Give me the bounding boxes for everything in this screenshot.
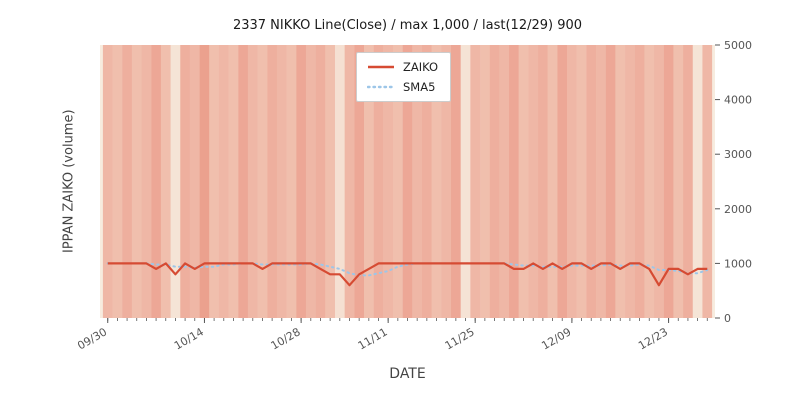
x-tick-label: 10/28 xyxy=(269,325,303,352)
day-stripe xyxy=(451,45,461,318)
day-stripe xyxy=(267,45,277,318)
x-tick-label: 11/11 xyxy=(356,325,390,352)
day-stripe xyxy=(509,45,519,318)
day-stripe xyxy=(228,45,239,318)
day-stripe xyxy=(276,45,287,318)
x-tick-label: 11/25 xyxy=(443,325,477,352)
day-stripe xyxy=(412,45,423,318)
day-stripe xyxy=(112,45,123,318)
zaiko-line-swatch xyxy=(368,65,394,69)
day-stripe xyxy=(654,45,664,318)
day-stripe xyxy=(151,45,161,318)
x-tick-label: 12/09 xyxy=(539,325,573,352)
day-stripe xyxy=(538,45,548,318)
day-stripe xyxy=(180,45,190,318)
x-tick-label: 10/14 xyxy=(172,325,206,352)
day-stripe xyxy=(615,45,626,318)
chart-title: 2337 NIKKO Line(Close) / max 1,000 / las… xyxy=(232,18,583,33)
y-tick-label: 1000 xyxy=(724,257,752,270)
day-stripe xyxy=(102,45,113,318)
day-stripe xyxy=(460,45,471,318)
day-stripe xyxy=(325,45,335,318)
sma5-line-swatch xyxy=(367,85,395,89)
x-axis-label: DATE xyxy=(389,366,426,382)
day-stripe xyxy=(209,45,219,318)
day-stripe xyxy=(247,45,258,318)
y-tick-label: 3000 xyxy=(724,148,752,161)
y-tick-label: 5000 xyxy=(724,39,752,52)
day-stripe xyxy=(663,45,674,318)
x-tick-label: 12/23 xyxy=(636,325,670,352)
day-stripe xyxy=(363,45,374,318)
zaiko-line xyxy=(107,262,708,287)
day-stripe xyxy=(422,45,432,318)
day-stripe xyxy=(605,45,616,318)
day-stripe xyxy=(141,45,152,318)
legend-item-sma5: SMA5 xyxy=(367,80,438,94)
x-tick-label: 09/30 xyxy=(75,325,109,352)
day-stripe xyxy=(238,45,248,318)
legend: ZAIKO SMA5 xyxy=(356,52,452,102)
day-stripe xyxy=(489,45,500,318)
y-axis-label: IPPAN ZAIKO (volume) xyxy=(61,109,77,254)
day-stripe xyxy=(567,45,577,318)
day-stripe xyxy=(518,45,529,318)
day-stripe xyxy=(131,45,142,318)
day-stripe xyxy=(431,45,442,318)
day-stripe xyxy=(392,45,403,318)
day-stripe xyxy=(702,45,713,318)
day-stripe xyxy=(683,45,693,318)
day-stripe xyxy=(257,45,268,318)
day-stripe xyxy=(441,45,452,318)
day-stripe xyxy=(402,45,413,318)
legend-item-zaiko: ZAIKO xyxy=(367,60,438,74)
day-stripe xyxy=(286,45,297,318)
day-stripe xyxy=(673,45,684,318)
day-stripe xyxy=(528,45,539,318)
day-stripe xyxy=(199,45,210,318)
day-stripe xyxy=(296,45,306,318)
day-stripe xyxy=(170,45,181,318)
day-stripe xyxy=(634,45,645,318)
day-stripe xyxy=(122,45,132,318)
day-stripe xyxy=(354,45,364,318)
day-stripe xyxy=(315,45,326,318)
day-stripe xyxy=(586,45,597,318)
y-tick-label: 0 xyxy=(724,312,731,325)
day-stripe xyxy=(383,45,393,318)
day-stripe xyxy=(547,45,558,318)
day-stripe xyxy=(344,45,355,318)
day-stripe xyxy=(499,45,510,318)
day-stripe xyxy=(596,45,606,318)
day-stripe xyxy=(480,45,490,318)
day-stripe xyxy=(692,45,703,318)
day-stripe xyxy=(644,45,655,318)
legend-label-zaiko: ZAIKO xyxy=(403,60,439,74)
day-stripe xyxy=(305,45,316,318)
day-stripe xyxy=(576,45,587,318)
day-stripe xyxy=(218,45,229,318)
legend-label-sma5: SMA5 xyxy=(403,80,436,94)
day-stripe xyxy=(373,45,384,318)
day-stripe xyxy=(470,45,481,318)
day-stripe xyxy=(625,45,635,318)
y-tick-label: 2000 xyxy=(724,203,752,216)
day-stripe xyxy=(189,45,200,318)
y-tick-label: 4000 xyxy=(724,94,752,107)
day-stripe xyxy=(557,45,568,318)
day-stripe xyxy=(160,45,171,318)
day-stripe xyxy=(334,45,345,318)
